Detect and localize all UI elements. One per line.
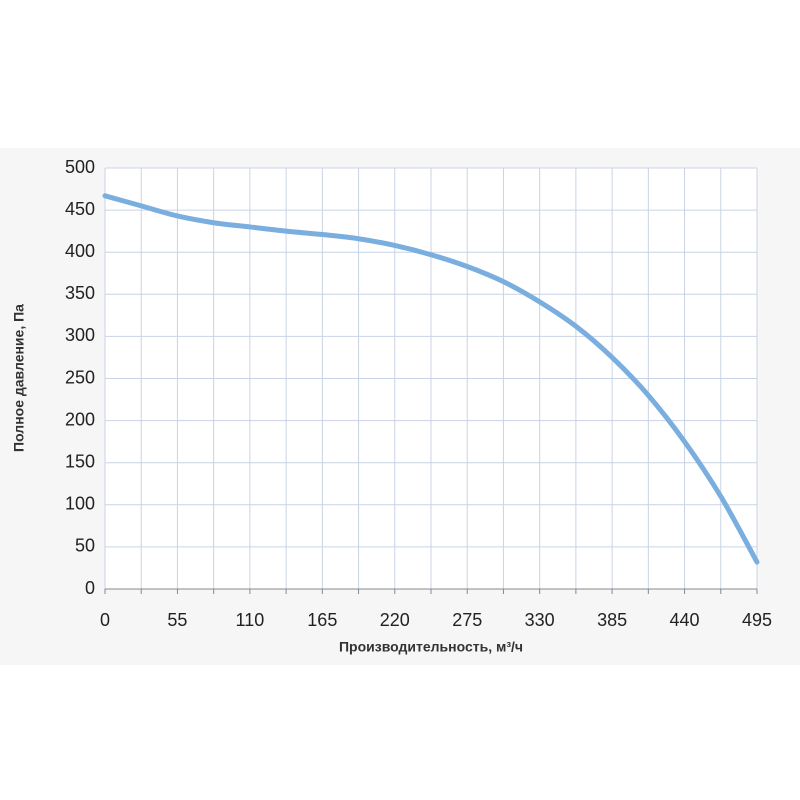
data-line <box>102 193 760 565</box>
y-tick-label: 150 <box>65 451 95 471</box>
x-axis-title: Производительность, м³/ч <box>339 639 523 655</box>
x-tick-label: 275 <box>452 610 482 630</box>
x-tick-label: 110 <box>236 610 265 630</box>
x-tick-label: 385 <box>597 610 627 630</box>
x-tick-label: 440 <box>670 610 700 630</box>
x-tick-label: 165 <box>307 610 337 630</box>
y-tick-label: 450 <box>65 199 95 219</box>
y-tick-label: 200 <box>65 409 95 429</box>
x-tick-label: 495 <box>742 610 772 630</box>
y-tick-label: 350 <box>65 283 95 303</box>
y-tick-label: 50 <box>75 536 95 556</box>
x-tick-label: 55 <box>167 610 187 630</box>
y-tick-label: 0 <box>85 578 95 598</box>
x-tick-label: 330 <box>525 610 555 630</box>
y-axis-title: Полное давление, Па <box>11 304 27 452</box>
y-tick-label: 400 <box>65 241 95 261</box>
y-tick-label: 100 <box>65 494 95 514</box>
y-tick-label: 250 <box>65 367 95 387</box>
x-tick-label: 0 <box>100 610 110 630</box>
y-tick-label: 300 <box>65 325 95 345</box>
x-tick-label: 220 <box>380 610 410 630</box>
y-tick-label: 500 <box>65 157 95 177</box>
